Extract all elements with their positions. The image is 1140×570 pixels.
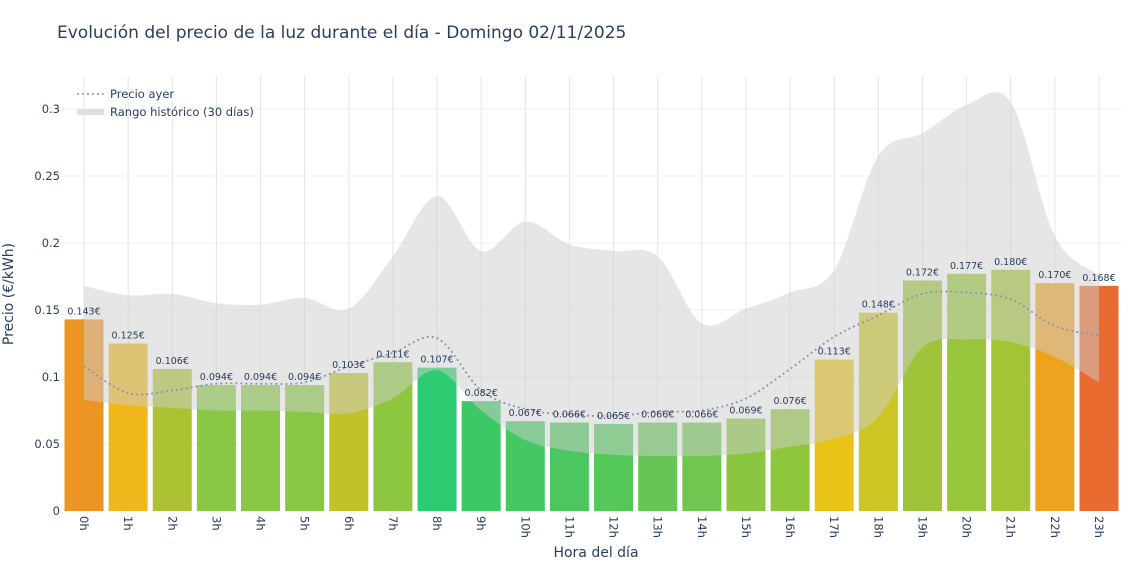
y-tick-label: 0.1 [42,370,60,384]
x-tick-label: 9h [474,516,488,531]
legend[interactable]: Precio ayer Rango histórico (30 días) [77,87,254,119]
x-tick-label: 1h [121,516,135,531]
bar-value-label: 0.107€ [420,355,453,366]
x-tick-label: 12h [607,516,621,538]
y-tick-label: 0 [53,504,60,518]
bar-value-label: 0.094€ [288,372,321,383]
y-tick-label: 0.25 [34,169,60,183]
bar-value-label: 0.067€ [509,408,542,419]
bar-value-label: 0.106€ [156,356,189,367]
x-tick-label: 16h [783,516,797,538]
x-tick-label: 6h [342,516,356,531]
x-tick-label: 20h [960,516,974,538]
x-tick-label: 10h [518,516,532,538]
bar-value-label: 0.094€ [244,372,277,383]
bar-value-label: 0.076€ [773,396,806,407]
bar-value-label: 0.082€ [465,388,498,399]
x-tick-label: 4h [254,516,268,531]
x-tick-label: 17h [827,516,841,538]
bar-value-label: 0.113€ [818,347,851,358]
y-tick-label: 0.2 [42,236,60,250]
y-axis-ticks: 0 0.05 0.1 0.15 0.2 0.25 0.3 [34,102,60,518]
bar-value-label: 0.148€ [862,300,895,311]
chart-title: Evolución del precio de la luz durante e… [57,23,626,43]
bar-value-label: 0.170€ [1038,270,1071,281]
x-tick-label: 21h [1004,516,1018,538]
bar-value-label: 0.172€ [906,268,939,279]
x-axis-ticks: 0h 1h 2h 3h 4h 5h 6h 7h 8h 9h 10h 11h 12h 13h 14h 15h 16… [77,516,1106,538]
x-tick-label: 13h [651,516,665,538]
bar-value-label: 0.065€ [597,411,630,422]
x-tick-label: 19h [915,516,929,538]
x-tick-label: 5h [298,516,312,531]
x-tick-label: 3h [209,516,223,531]
bar-value-label: 0.094€ [200,372,233,383]
bar-value-label: 0.103€ [332,360,365,371]
yesterday-price-path [83,290,1100,417]
x-tick-label: 23h [1092,516,1106,538]
x-tick-label: 11h [562,516,576,538]
x-tick-label: 18h [871,516,885,538]
y-axis-title: Precio (€/kWh) [1,243,17,345]
x-tick-label: 22h [1048,516,1062,538]
bar-value-label: 0.177€ [950,261,983,272]
y-tick-label: 0.05 [34,437,60,451]
x-tick-label: 2h [165,516,179,531]
bar-value-label: 0.143€ [67,306,100,317]
x-tick-label: 0h [77,516,91,531]
x-tick-label: 15h [739,516,753,538]
bar-value-label: 0.069€ [729,406,762,417]
bar-value-label: 0.111€ [376,349,409,360]
bar-8h [417,367,457,511]
legend-item-rango-historico[interactable]: Rango histórico (30 días) [110,105,254,119]
x-axis-title: Hora del día [553,545,638,561]
bar-value-label: 0.168€ [1082,273,1115,284]
bar-value-labels: 0.143€ 0.125€ 0.106€ 0.094€ 0.094€ 0.094€ 0.10… [67,257,1115,422]
x-tick-label: 14h [695,516,709,538]
historical-range-band [84,92,1099,457]
historical-range-area [84,92,1099,457]
legend-item-precio-ayer[interactable]: Precio ayer [110,87,174,101]
x-tick-label: 7h [386,516,400,531]
bar-value-label: 0.066€ [641,410,674,421]
bar-value-label: 0.180€ [994,257,1027,268]
legend-band-swatch [77,109,104,115]
yesterday-price-line [83,290,1100,417]
y-tick-label: 0.15 [34,303,60,317]
y-tick-label: 0.3 [42,102,60,116]
bar-value-label: 0.125€ [112,331,145,342]
x-tick-label: 8h [430,516,444,531]
bar-value-label: 0.066€ [685,410,718,421]
bar-value-label: 0.066€ [553,410,586,421]
